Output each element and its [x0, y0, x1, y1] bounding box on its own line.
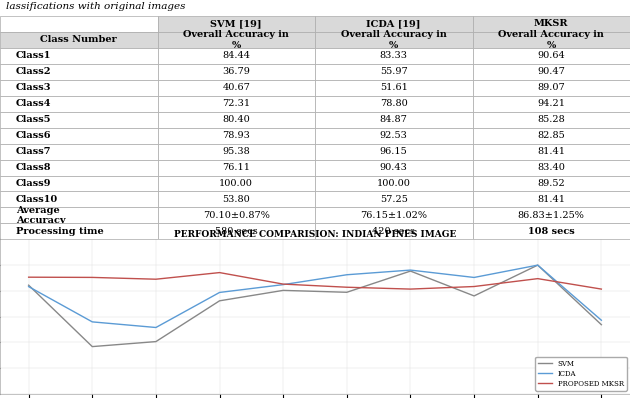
Title: PERFORMANCE COMPARISION: INDIAN PINES IMAGE: PERFORMANCE COMPARISION: INDIAN PINES IM… — [174, 230, 456, 238]
Text: lassifications with original images: lassifications with original images — [6, 2, 186, 11]
Legend: SVM, ICDA, PROPOSED MKSR: SVM, ICDA, PROPOSED MKSR — [536, 357, 626, 390]
